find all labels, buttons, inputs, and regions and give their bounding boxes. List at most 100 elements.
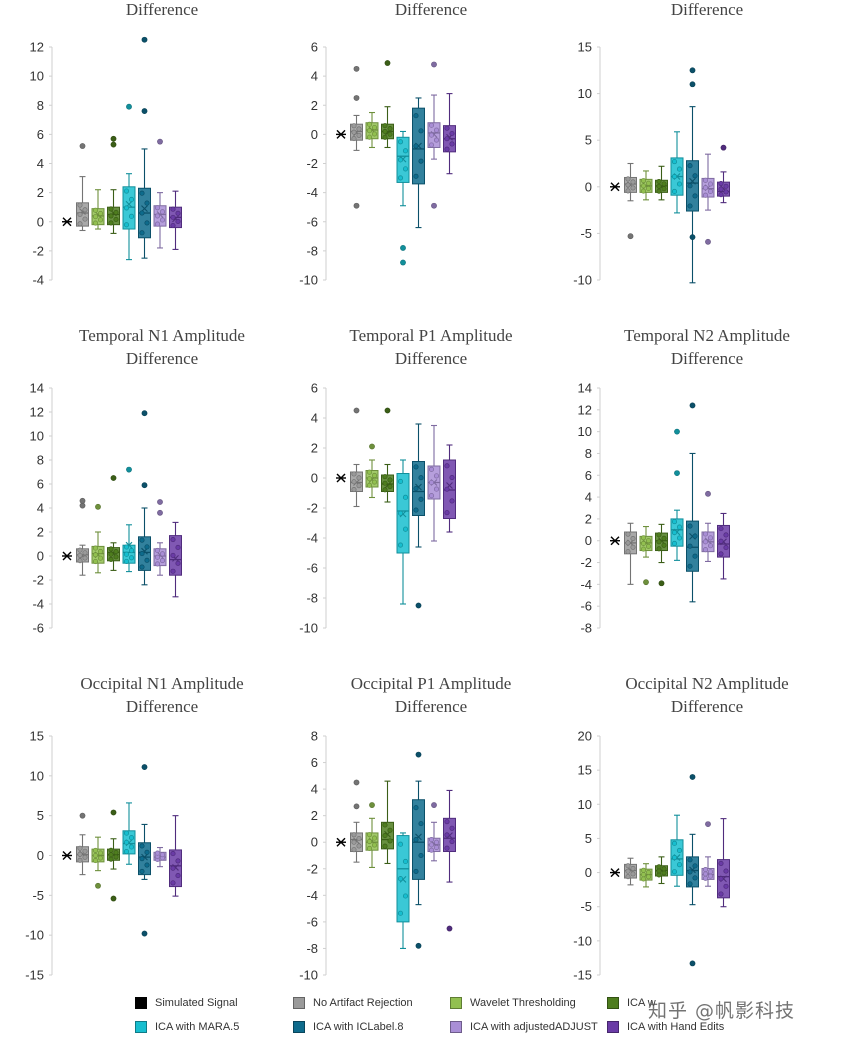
data-point bbox=[723, 545, 729, 551]
y-tick-label: 6 bbox=[37, 477, 44, 492]
data-point bbox=[428, 132, 435, 138]
outlier-point bbox=[353, 803, 360, 810]
data-point bbox=[687, 163, 693, 169]
data-point bbox=[449, 825, 455, 831]
data-point bbox=[671, 159, 678, 165]
data-point bbox=[625, 531, 631, 537]
plot-title: Temporal P1 Amplitude bbox=[349, 326, 512, 345]
data-point bbox=[382, 487, 388, 493]
data-point bbox=[113, 216, 119, 222]
y-tick-label: -15 bbox=[573, 968, 592, 983]
data-point bbox=[371, 835, 378, 841]
y-tick-label: -2 bbox=[306, 861, 318, 876]
outlier-point bbox=[446, 925, 453, 932]
y-tick-label: 0 bbox=[585, 179, 592, 194]
data-point bbox=[170, 568, 176, 574]
data-point bbox=[371, 842, 378, 848]
data-point bbox=[413, 868, 419, 874]
plot-title: Difference bbox=[126, 349, 198, 368]
data-point bbox=[433, 473, 440, 479]
data-point bbox=[444, 845, 450, 851]
outlier-point bbox=[415, 751, 422, 758]
legend-item-ica-with-iclabel8: ICA with ICLabel.8 bbox=[293, 1018, 404, 1036]
y-tick-label: -15 bbox=[25, 968, 44, 983]
data-point bbox=[366, 121, 373, 127]
data-point bbox=[418, 496, 424, 502]
data-point bbox=[82, 216, 88, 222]
plot-title: Difference bbox=[671, 349, 743, 368]
data-point bbox=[170, 206, 176, 212]
y-tick-label: -4 bbox=[32, 597, 44, 612]
y-tick-label: 15 bbox=[30, 729, 44, 744]
data-point bbox=[687, 563, 693, 569]
data-point bbox=[630, 185, 636, 191]
outlier-point bbox=[705, 490, 711, 497]
data-point bbox=[676, 524, 683, 530]
plot-panel: Temporal P1 Amplitude Difference -10 -8 -6 -4… bbox=[299, 326, 512, 636]
data-point bbox=[139, 856, 145, 862]
outlier-point bbox=[643, 579, 649, 586]
outlier-point bbox=[384, 60, 391, 66]
data-point bbox=[175, 858, 181, 864]
data-point bbox=[356, 126, 362, 132]
data-point bbox=[676, 862, 683, 868]
data-point bbox=[356, 835, 362, 842]
legend-label: ICA with MARA.5 bbox=[155, 1021, 240, 1033]
data-point bbox=[718, 538, 724, 544]
data-point bbox=[449, 474, 455, 481]
data-point bbox=[397, 910, 404, 916]
data-point bbox=[351, 123, 357, 129]
data-point bbox=[687, 881, 693, 887]
outlier-point bbox=[658, 580, 665, 587]
data-point bbox=[387, 126, 393, 132]
y-tick-label: 6 bbox=[585, 468, 592, 483]
outlier-point bbox=[95, 503, 101, 510]
data-point bbox=[366, 128, 373, 134]
y-tick-label: 0 bbox=[311, 127, 318, 142]
plot-title: Difference bbox=[671, 697, 743, 716]
data-point bbox=[707, 869, 714, 875]
data-point bbox=[433, 839, 440, 845]
y-tick-label: 0 bbox=[585, 533, 592, 548]
data-point bbox=[707, 873, 714, 879]
outlier-point bbox=[110, 809, 117, 816]
outlier-point bbox=[95, 882, 101, 889]
outlier-point bbox=[431, 202, 437, 209]
data-point bbox=[656, 539, 662, 545]
data-point bbox=[139, 564, 145, 570]
data-point bbox=[433, 486, 440, 492]
y-tick-label: -6 bbox=[32, 621, 44, 636]
data-point bbox=[671, 519, 678, 525]
data-point bbox=[444, 136, 450, 142]
data-point bbox=[413, 143, 419, 149]
data-point bbox=[433, 137, 440, 143]
y-tick-label: -6 bbox=[306, 561, 318, 576]
watermark: 知乎 @帆影科技 bbox=[648, 1000, 796, 1022]
y-tick-label: -5 bbox=[580, 226, 592, 241]
data-point bbox=[97, 548, 104, 554]
legend-swatch bbox=[135, 997, 147, 1009]
y-tick-label: 10 bbox=[30, 768, 44, 783]
data-point bbox=[144, 862, 150, 868]
data-point bbox=[170, 537, 176, 543]
data-point bbox=[175, 560, 181, 566]
outlier-point bbox=[110, 895, 117, 902]
data-point bbox=[661, 870, 667, 876]
data-point bbox=[154, 547, 161, 554]
outlier-point bbox=[400, 259, 406, 266]
data-point bbox=[444, 819, 450, 825]
data-point bbox=[444, 125, 450, 131]
outlier-point bbox=[110, 475, 117, 481]
data-point bbox=[625, 182, 631, 188]
plot-title: Difference bbox=[671, 0, 743, 19]
data-point bbox=[387, 483, 393, 490]
data-point bbox=[718, 891, 724, 897]
data-point bbox=[428, 479, 435, 486]
y-tick-label: 0 bbox=[585, 865, 592, 880]
outlier-point bbox=[353, 202, 360, 209]
outlier-point bbox=[689, 234, 696, 241]
outlier-point bbox=[369, 802, 375, 808]
data-point bbox=[351, 479, 357, 485]
simulated-signal-marker bbox=[336, 129, 346, 139]
data-point bbox=[92, 558, 99, 565]
